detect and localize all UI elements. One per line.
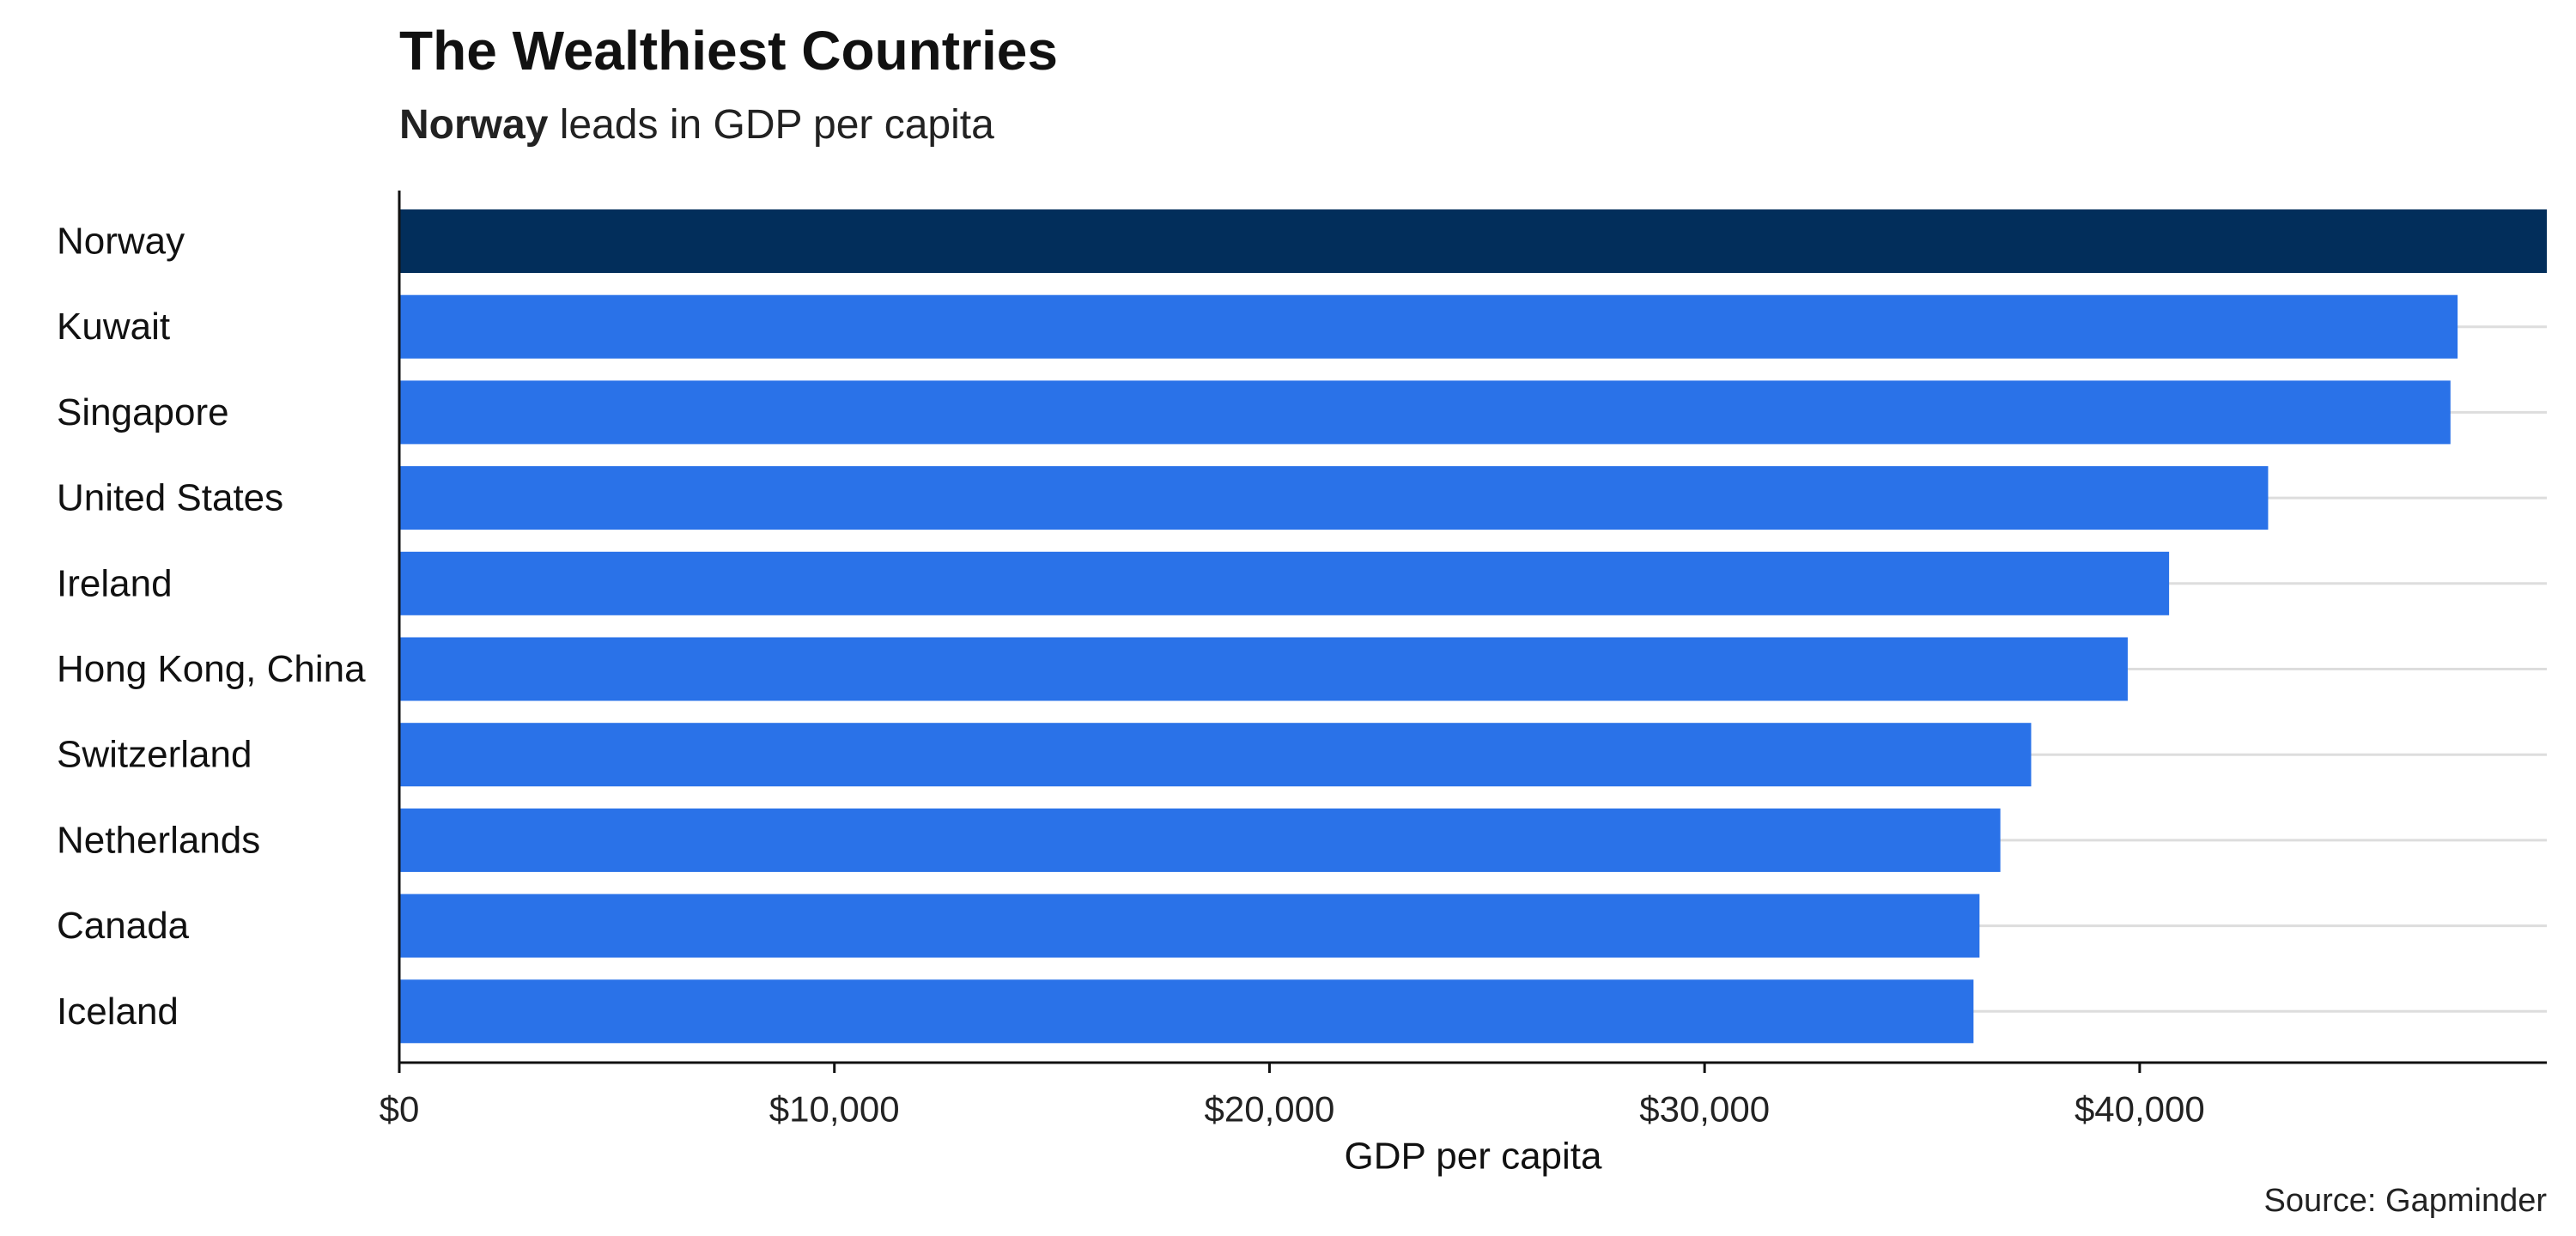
x-tick-label: $0 <box>380 1089 420 1130</box>
bar-united-states <box>399 466 2269 530</box>
bar-switzerland <box>399 723 2032 787</box>
bar-norway <box>399 209 2547 273</box>
category-label: Ireland <box>57 562 173 604</box>
category-label: Norway <box>57 221 185 263</box>
x-axis-title: GDP per capita <box>1344 1136 1602 1178</box>
category-label: Canada <box>57 905 190 947</box>
category-label: Switzerland <box>57 734 252 776</box>
x-tick-label: $10,000 <box>769 1089 900 1130</box>
bar-iceland <box>399 979 1974 1044</box>
x-tick-label: $30,000 <box>1639 1089 1770 1130</box>
x-tick-label: $40,000 <box>2075 1089 2205 1130</box>
category-label: United States <box>57 477 283 519</box>
category-label: Iceland <box>57 991 179 1033</box>
x-tick-label: $20,000 <box>1205 1089 1335 1130</box>
category-label: Netherlands <box>57 819 260 861</box>
category-label: Singapore <box>57 391 229 433</box>
bar-netherlands <box>399 808 2001 872</box>
bar-singapore <box>399 380 2451 445</box>
bar-ireland <box>399 551 2170 615</box>
chart-subtitle: Norway leads in GDP per capita <box>399 101 994 148</box>
subtitle-highlight: Norway <box>399 102 549 148</box>
chart-title: The Wealthiest Countries <box>399 20 1058 82</box>
category-label: Hong Kong, China <box>57 648 366 690</box>
subtitle-rest: leads in GDP per capita <box>548 102 994 148</box>
bar-kuwait <box>399 294 2458 359</box>
source-note: Source: Gapminder <box>2263 1183 2548 1219</box>
bar-hong-kong-china <box>399 637 2128 701</box>
category-label: Kuwait <box>57 306 170 348</box>
bar-canada <box>399 894 1980 958</box>
